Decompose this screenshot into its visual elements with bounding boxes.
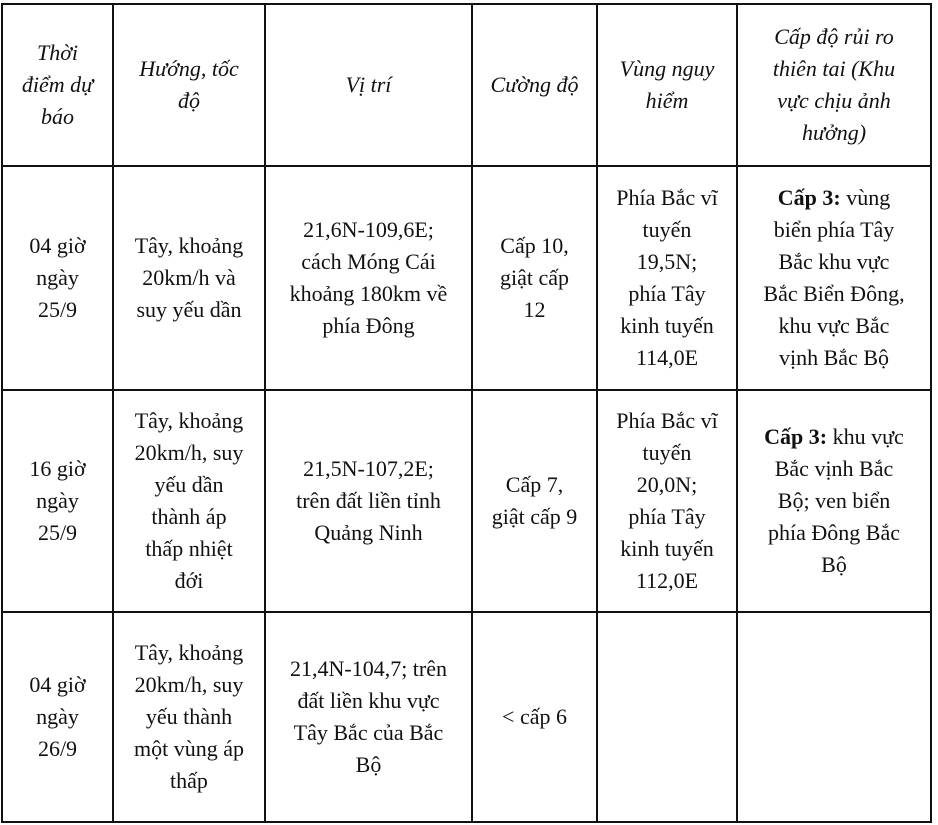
cell-position: 21,5N-107,2E; trên đất liền tỉnh Quảng N… xyxy=(264,389,473,613)
header-risk-level: Cấp độ rủi ro thiên tai (Khu vực chịu ản… xyxy=(736,3,932,167)
header-time: Thời điểm dự báo xyxy=(1,3,114,167)
cell-time: 04 giờ ngày 26/9 xyxy=(1,611,114,823)
cell-position: 21,6N-109,6E; cách Móng Cái khoảng 180km… xyxy=(264,165,473,391)
cell-risk xyxy=(736,611,932,823)
header-position: Vị trí xyxy=(264,3,473,167)
table-row: 16 giờ ngày 25/9 Tây, khoảng 20km/h, suy… xyxy=(1,389,932,613)
cell-time: 04 giờ ngày 25/9 xyxy=(1,165,114,391)
cell-danger-zone xyxy=(596,611,738,823)
cell-direction: Tây, khoảng 20km/h, suy yếu dần thành áp… xyxy=(112,389,266,613)
cell-risk: Cấp 3: vùng biển phía Tây Bắc khu vực Bắ… xyxy=(736,165,932,391)
table-row: 04 giờ ngày 25/9 Tây, khoảng 20km/h và s… xyxy=(1,165,932,391)
cell-danger-zone: Phía Bắc vĩ tuyến 20,0N; phía Tây kinh t… xyxy=(596,389,738,613)
cell-position: 21,4N-104,7; trên đất liền khu vực Tây B… xyxy=(264,611,473,823)
forecast-table: Thời điểm dự báo Hướng, tốc độ Vị trí Cư… xyxy=(1,3,932,823)
cell-risk: Cấp 3: khu vực Bắc vịnh Bắc Bộ; ven biển… xyxy=(736,389,932,613)
cell-direction: Tây, khoảng 20km/h và suy yếu dần xyxy=(112,165,266,391)
risk-level: Cấp 3: xyxy=(777,185,841,210)
table-row: 04 giờ ngày 26/9 Tây, khoảng 20km/h, suy… xyxy=(1,611,932,823)
risk-level: Cấp 3: xyxy=(764,424,828,449)
cell-direction: Tây, khoảng 20km/h, suy yếu thành một vù… xyxy=(112,611,266,823)
cell-intensity: Cấp 7, giật cấp 9 xyxy=(471,389,598,613)
header-intensity: Cường độ xyxy=(471,3,598,167)
header-danger-zone: Vùng nguy hiểm xyxy=(596,3,738,167)
cell-danger-zone: Phía Bắc vĩ tuyến 19,5N; phía Tây kinh t… xyxy=(596,165,738,391)
cell-intensity: < cấp 6 xyxy=(471,611,598,823)
cell-intensity: Cấp 10, giật cấp 12 xyxy=(471,165,598,391)
risk-area: khu vực Bắc vịnh Bắc Bộ; ven biển phía Đ… xyxy=(768,424,904,577)
cell-time: 16 giờ ngày 25/9 xyxy=(1,389,114,613)
risk-area: vùng biển phía Tây Bắc khu vực Bắc Biển … xyxy=(763,185,905,370)
header-row: Thời điểm dự báo Hướng, tốc độ Vị trí Cư… xyxy=(1,3,932,167)
header-direction: Hướng, tốc độ xyxy=(112,3,266,167)
